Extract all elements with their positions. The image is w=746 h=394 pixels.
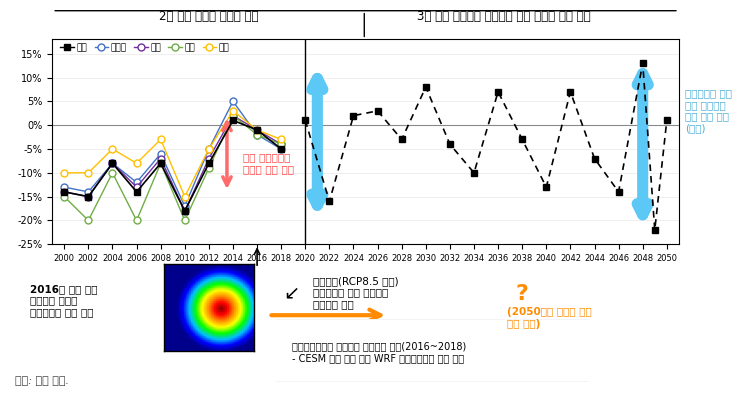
Text: 자료: 저자 작성.: 자료: 저자 작성. [15,376,69,386]
Text: 2016년 기상 기준
동아시아 연평균
초미세먼지 농도 분포: 2016년 기상 기준 동아시아 연평균 초미세먼지 농도 분포 [30,284,97,317]
Text: 기후변화에 따른
기상 기여도의
미래 변화 전망
(예시): 기후변화에 따른 기상 기여도의 미래 변화 전망 (예시) [685,89,732,133]
Text: ?: ? [515,284,529,304]
Text: 기후변화(RCP8.5 기반)
시나리오에 따른 동아시아
기상변화 반영: 기후변화(RCP8.5 기반) 시나리오에 따른 동아시아 기상변화 반영 [313,276,399,309]
Text: 3차 연도 기후변화 시나리오 기반 모델링 결과 예시: 3차 연도 기후변화 시나리오 기반 모델링 결과 예시 [416,10,590,23]
Text: 기상 변화에따른
기여도 산정 결과: 기상 변화에따른 기여도 산정 결과 [242,152,294,174]
Text: (2050년대 기상의 미세
먼지 기여): (2050년대 기상의 미세 먼지 기여) [507,307,592,329]
Text: 2차 연도 모델링 기수행 결과: 2차 연도 모델링 기수행 결과 [159,10,259,23]
Text: ↙: ↙ [283,284,299,303]
Text: 국립환경과학원 기후변화 시나리오 전망(2016~2018)
- CESM 모의 결과 기반 WRF 다운스케일링 자료 협조: 국립환경과학원 기후변화 시나리오 전망(2016~2018) - CESM 모… [292,341,466,363]
Legend: 국내, 수도권, 충청, 호남, 영남: 국내, 수도권, 충청, 호남, 영남 [57,40,233,56]
FancyBboxPatch shape [270,318,595,383]
